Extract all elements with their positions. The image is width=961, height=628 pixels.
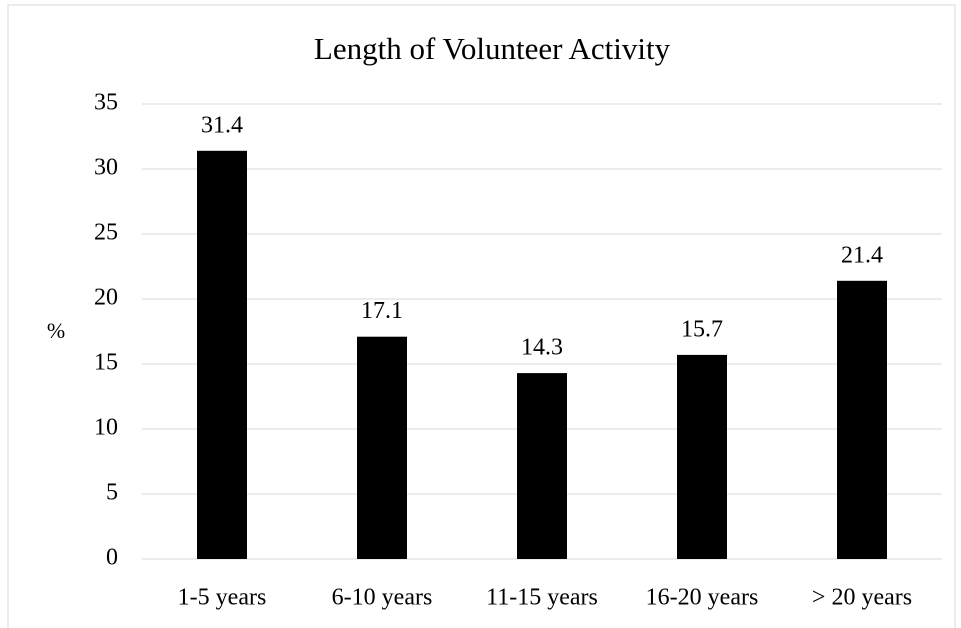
data-label: 31.4	[201, 112, 243, 138]
bar	[357, 336, 407, 559]
chart-title: Length of Volunteer Activity	[314, 31, 671, 66]
data-label: 14.3	[521, 335, 563, 361]
bar	[677, 354, 727, 559]
data-label: 17.1	[361, 298, 403, 324]
x-tick-label: 11-15 years	[486, 585, 598, 611]
x-tick-label: 16-20 years	[646, 585, 759, 611]
bar	[517, 373, 567, 559]
x-tick-label: 1-5 years	[178, 585, 267, 611]
y-tick-label: 30	[94, 155, 118, 181]
y-tick-label: 10	[94, 415, 118, 441]
y-tick-label: 20	[94, 285, 118, 311]
bar	[837, 280, 887, 559]
data-label: 15.7	[681, 316, 723, 342]
y-tick-label: 25	[94, 220, 118, 246]
chart-frame	[7, 4, 956, 628]
y-tick-label: 15	[94, 350, 118, 376]
y-tick-label: 35	[94, 90, 118, 116]
y-tick-label: 0	[106, 545, 118, 571]
x-tick-label: > 20 years	[812, 585, 912, 611]
data-label: 21.4	[841, 242, 883, 268]
y-tick-label: 5	[106, 480, 118, 506]
x-tick-label: 6-10 years	[332, 585, 433, 611]
bar	[197, 150, 247, 560]
y-axis-label: %	[47, 318, 65, 343]
